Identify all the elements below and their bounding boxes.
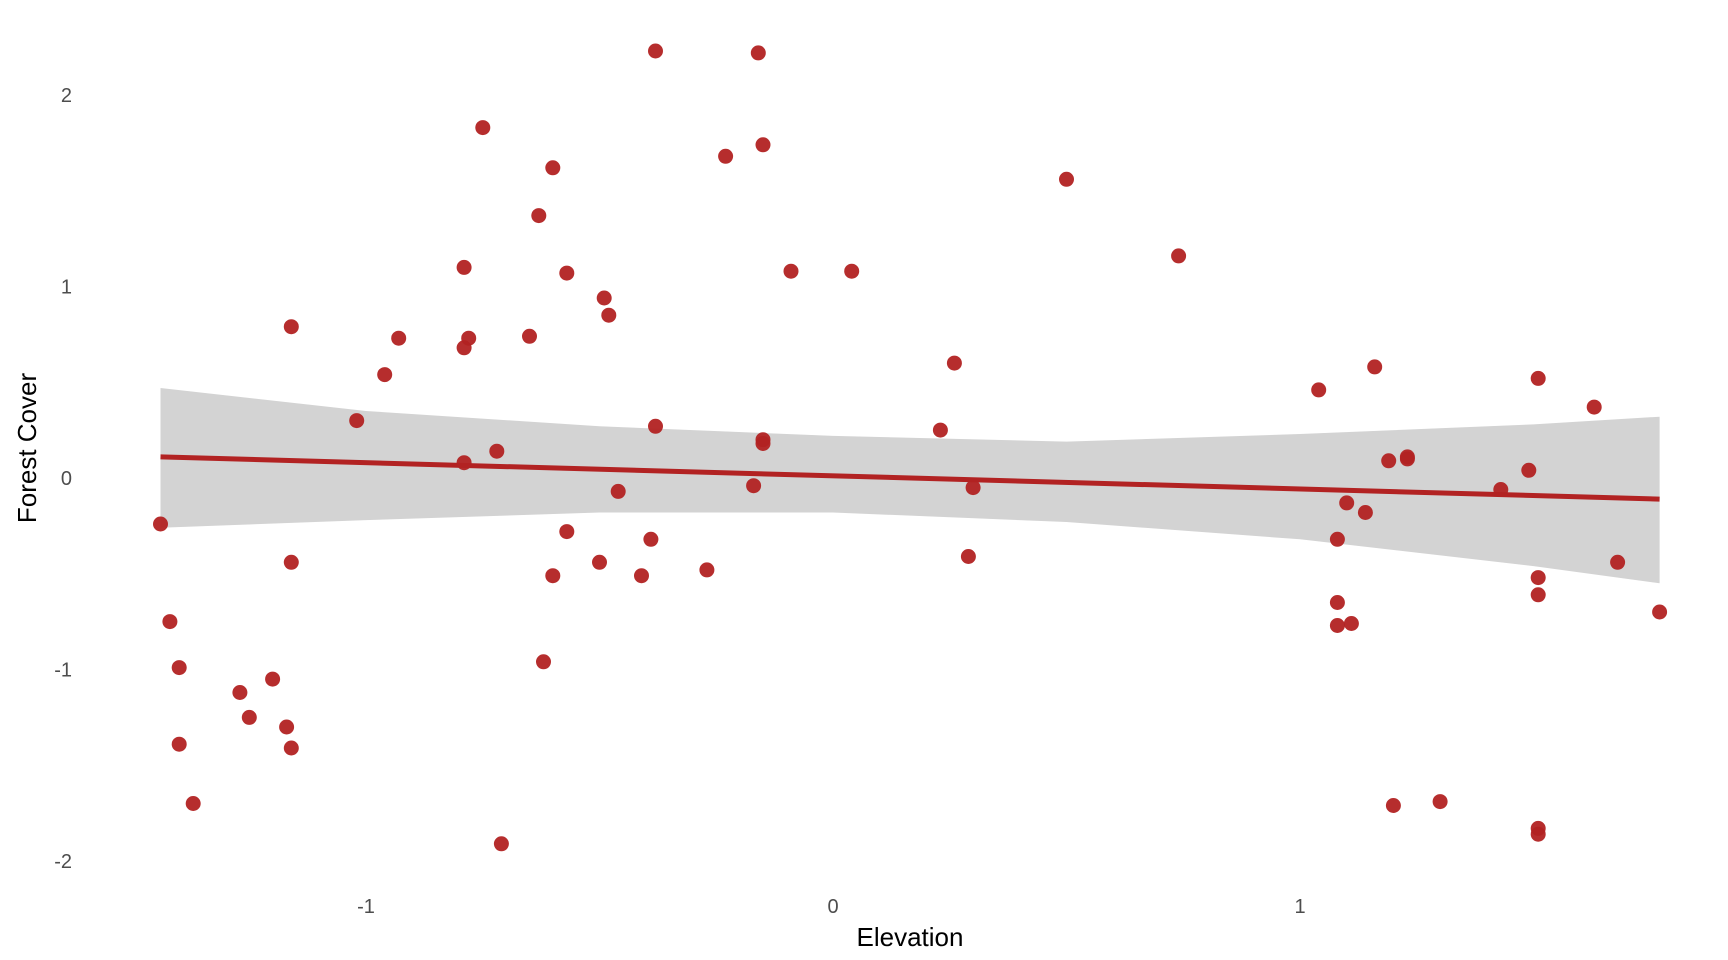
data-point: [648, 418, 663, 434]
data-point: [536, 654, 551, 670]
x-tick-label: 1: [1294, 896, 1305, 918]
data-point: [755, 137, 771, 153]
data-point: [265, 671, 281, 687]
data-point: [185, 796, 201, 811]
data-point: [171, 736, 187, 752]
data-point: [475, 120, 491, 136]
data-point: [592, 554, 607, 570]
data-point: [456, 259, 472, 275]
data-point: [965, 480, 981, 496]
points-layer: [153, 43, 1668, 852]
data-point: [1367, 359, 1383, 375]
data-point: [1357, 505, 1373, 520]
data-point: [1329, 618, 1345, 633]
data-point: [1385, 798, 1401, 813]
data-point: [377, 367, 393, 383]
data-point: [1530, 570, 1546, 586]
data-point: [1329, 531, 1345, 547]
data-point: [531, 208, 547, 224]
data-point: [1610, 554, 1626, 570]
data-point: [1329, 595, 1345, 610]
data-point: [171, 660, 187, 676]
data-point: [596, 290, 612, 306]
data-point: [1521, 462, 1537, 478]
data-point: [1381, 453, 1397, 469]
data-point: [1432, 794, 1448, 810]
data-point: [643, 531, 659, 547]
data-point: [153, 516, 168, 532]
confidence-band-layer: [160, 388, 1660, 584]
data-point: [545, 160, 561, 176]
data-point: [1586, 399, 1602, 415]
data-point: [1652, 604, 1668, 620]
confidence-band: [160, 388, 1660, 584]
y-tick-label: 1: [61, 277, 72, 299]
data-point: [699, 562, 715, 578]
data-point: [283, 554, 299, 570]
data-point: [493, 836, 509, 852]
data-point: [162, 614, 178, 630]
data-point: [241, 709, 257, 725]
data-point: [489, 443, 505, 459]
data-point: [283, 740, 299, 756]
trend-line-layer: [160, 454, 1660, 502]
data-point: [1343, 616, 1359, 631]
data-point: [1530, 370, 1546, 386]
data-point: [461, 330, 477, 346]
data-point: [946, 355, 962, 371]
y-tick-label: 2: [61, 85, 72, 107]
y-tick-label: 0: [61, 468, 72, 490]
x-tick-label: -1: [357, 896, 375, 918]
data-point: [522, 328, 537, 344]
data-point: [960, 549, 976, 564]
y-axis-ticks: -2 -1 0 1 2: [54, 85, 72, 873]
data-point: [1530, 587, 1546, 603]
data-point: [648, 43, 663, 59]
data-point: [718, 148, 734, 164]
data-point: [545, 568, 561, 584]
trend-line: [160, 454, 1660, 502]
y-tick-label: -2: [54, 851, 72, 873]
data-point: [1059, 171, 1074, 187]
data-point: [1399, 449, 1415, 465]
data-point: [755, 436, 771, 451]
data-point: [746, 478, 762, 494]
y-axis-title: Forest Cover: [12, 373, 42, 524]
x-tick-label: 0: [827, 896, 838, 918]
data-point: [232, 685, 248, 700]
data-point: [750, 45, 766, 61]
data-point: [279, 719, 295, 735]
data-point: [1311, 382, 1327, 398]
data-point: [783, 263, 799, 279]
data-point: [391, 330, 407, 346]
data-point: [1530, 826, 1546, 842]
data-point: [634, 568, 649, 584]
data-point: [1171, 248, 1187, 264]
data-point: [559, 524, 575, 540]
data-point: [610, 483, 626, 499]
data-point: [349, 413, 365, 429]
data-point: [559, 265, 575, 281]
x-axis-title: Elevation: [857, 922, 964, 952]
data-point: [1339, 495, 1355, 511]
data-point: [932, 422, 948, 438]
x-axis-ticks: -1 0 1: [357, 896, 1305, 918]
data-point: [844, 263, 860, 279]
y-tick-label: -1: [54, 660, 72, 682]
data-point: [283, 319, 299, 335]
data-point: [601, 307, 617, 323]
